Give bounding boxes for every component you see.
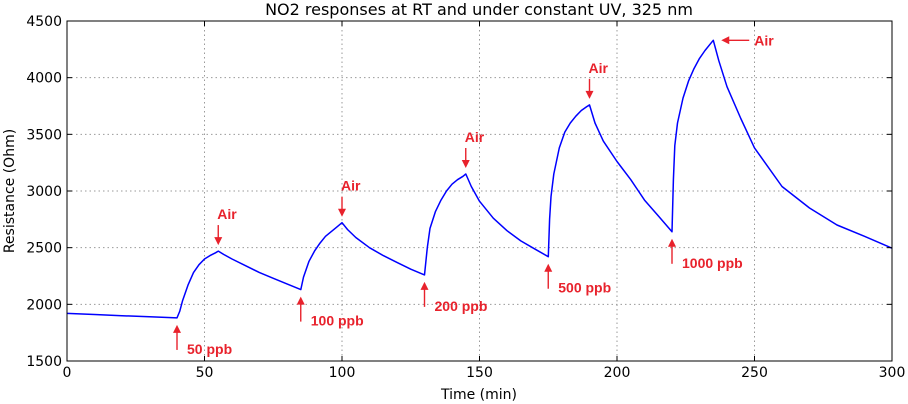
x-tick-label: 300 bbox=[879, 365, 906, 381]
arrow-head bbox=[585, 90, 594, 99]
x-tick-label: 50 bbox=[196, 365, 214, 381]
arrow-head bbox=[461, 160, 470, 168]
annotations: 50 ppb 100 ppb 200 ppb 500 ppb 1000 ppb Air Ai… bbox=[173, 32, 774, 357]
ticks: 0 50 100 150 200 250 300 1500 2000 2500 3000 3500 40… bbox=[26, 14, 905, 381]
y-tick-label: 4500 bbox=[26, 14, 62, 30]
y-tick-label: 3500 bbox=[26, 127, 62, 143]
arrow-head bbox=[420, 281, 429, 290]
arrow-head bbox=[668, 238, 676, 247]
air-label: Air bbox=[465, 129, 485, 145]
series-line bbox=[66, 39, 893, 319]
concentration-label: 200 ppb bbox=[435, 298, 488, 314]
x-axis-label: Time (min) bbox=[440, 387, 517, 403]
arrow-head bbox=[173, 324, 181, 333]
air-label: Air bbox=[754, 32, 774, 48]
x-tick-label: 200 bbox=[604, 365, 631, 381]
air-label: Air bbox=[217, 206, 237, 222]
concentration-label: 50 ppb bbox=[187, 341, 232, 357]
concentration-label: 500 ppb bbox=[558, 280, 611, 296]
x-tick-label: 0 bbox=[63, 365, 72, 381]
x-tick-label: 250 bbox=[741, 365, 768, 381]
concentration-label: 1000 ppb bbox=[682, 255, 743, 271]
arrow-head bbox=[296, 296, 305, 305]
x-tick-label: 150 bbox=[466, 365, 493, 381]
concentration-label: 100 ppb bbox=[311, 313, 364, 329]
arrow-head bbox=[544, 263, 553, 272]
air-label: Air bbox=[341, 178, 361, 194]
y-tick-label: 1500 bbox=[26, 354, 62, 370]
y-tick-label: 2500 bbox=[26, 241, 62, 257]
y-tick-label: 2000 bbox=[26, 297, 62, 313]
air-label: Air bbox=[589, 60, 609, 76]
x-tick-label: 100 bbox=[329, 365, 356, 381]
y-axis-label: Resistance (Ohm) bbox=[2, 129, 18, 253]
series-layer bbox=[66, 39, 893, 319]
chart-title: NO2 responses at RT and under constant U… bbox=[265, 0, 693, 19]
arrow-head bbox=[721, 36, 730, 45]
y-tick-label: 4000 bbox=[26, 71, 62, 87]
arrow-head bbox=[214, 237, 223, 246]
y-tick-label: 3000 bbox=[26, 184, 62, 200]
arrow-head bbox=[338, 208, 346, 217]
